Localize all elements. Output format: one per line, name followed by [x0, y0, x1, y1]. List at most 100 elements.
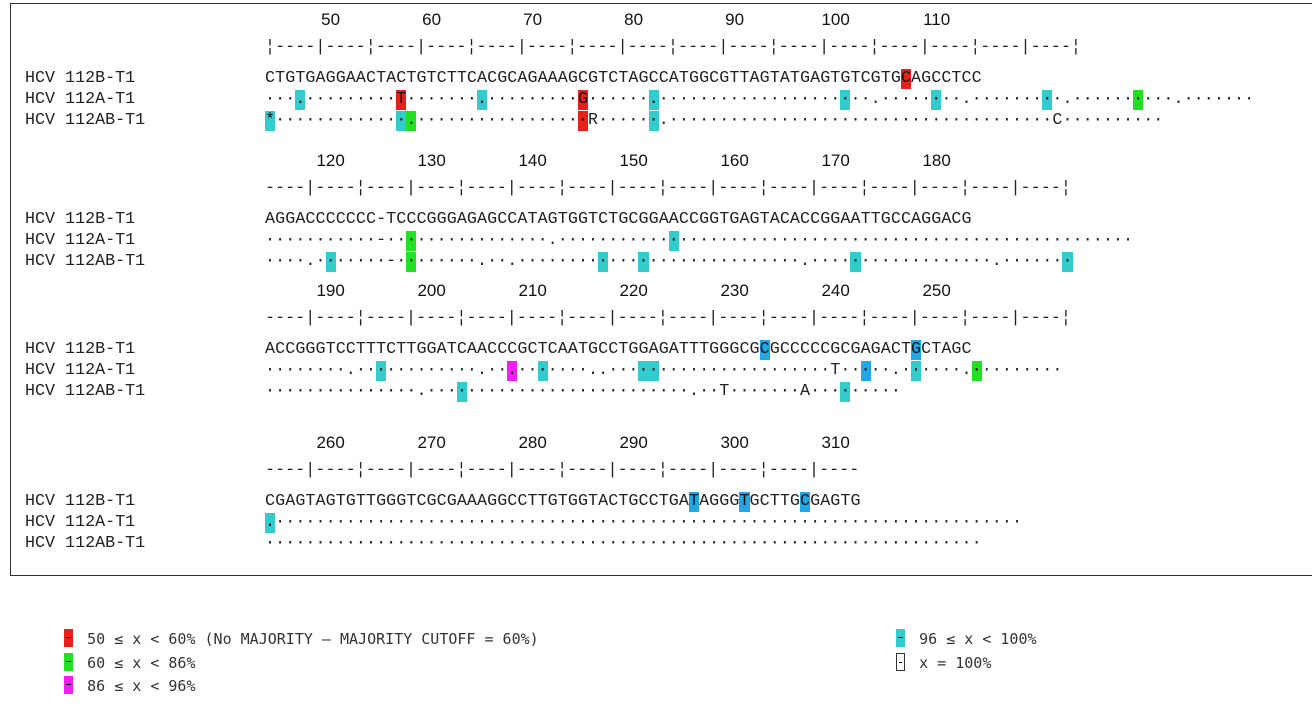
residue-cell: ·: [900, 252, 911, 271]
residue-cell: C: [365, 69, 376, 88]
residue-cell: G: [527, 69, 538, 88]
residue-cell: ·: [759, 111, 770, 130]
residue-cell: ·: [688, 534, 699, 553]
residue-cell: ·: [769, 361, 780, 380]
residue-cell: ·: [628, 231, 639, 250]
residue-cell: ·: [1001, 361, 1012, 380]
legend-label: 86 ≤ x < 96%: [87, 677, 196, 695]
residue-cell: ·: [850, 534, 861, 553]
residue-cell: G: [396, 492, 407, 511]
residue-cell: ·: [951, 111, 962, 130]
residue-cell: ·: [426, 231, 437, 250]
position-number: 260: [316, 433, 345, 452]
residue-cell: ·: [295, 382, 306, 401]
residue-cell: T: [739, 69, 750, 88]
residue-cell: ·: [1143, 111, 1154, 130]
residue-cell: ·: [608, 90, 619, 109]
position-number: 150: [619, 151, 648, 170]
residue-cell: C: [648, 492, 659, 511]
residue-cell: A: [295, 210, 306, 229]
residue-cell: ·: [295, 231, 306, 250]
residue-cell: ·: [890, 534, 901, 553]
residue-cell: .: [305, 252, 316, 271]
residue-cell: ·: [315, 382, 326, 401]
residue-cell: T: [305, 492, 316, 511]
residue-cell: G: [315, 340, 326, 359]
residue-cell: ·: [436, 231, 447, 250]
residue-cell: ·: [507, 534, 518, 553]
residue-cell: ·: [668, 90, 679, 109]
residue-cell: ·: [588, 534, 599, 553]
residue-cell: ·: [1123, 111, 1134, 130]
residue-cell: ·: [850, 252, 861, 272]
residue-cell: ·: [739, 513, 750, 532]
residue-cell: T: [537, 340, 548, 359]
residue-cell: ·: [860, 361, 871, 381]
residue-cell: C: [1052, 111, 1063, 130]
residue-cell: ·: [931, 534, 942, 553]
residue-cell: ·: [678, 513, 689, 532]
residue-cell: ·: [557, 513, 568, 532]
residue-cell: ·: [456, 382, 467, 402]
residue-cell: A: [628, 69, 639, 88]
legend-item-magenta: 86 ≤ x < 96%: [28, 656, 196, 716]
residue-cell: G: [850, 492, 861, 511]
sequence-label: HCV 112B-T1: [25, 340, 136, 359]
residue-cell: G: [648, 210, 659, 229]
residue-cell: C: [487, 340, 498, 359]
residue-cell: ·: [335, 111, 346, 130]
residue-cell: ·: [628, 252, 639, 271]
residue-cell: G: [638, 340, 649, 359]
residue-cell: ·: [658, 252, 669, 271]
residue-cell: G: [749, 210, 760, 229]
sequence-label: HCV 112AB-T1: [25, 534, 146, 553]
residue-cell: T: [769, 69, 780, 88]
residue-cell: ·: [325, 361, 336, 380]
position-number: 220: [619, 281, 648, 300]
residue-cell: ·: [1203, 90, 1214, 109]
residue-cell: ·: [285, 361, 296, 380]
residue-cell: T: [406, 340, 417, 359]
residue-cell: ·: [951, 231, 962, 250]
residue-cell: ·: [800, 534, 811, 553]
residue-cell: ·: [456, 513, 467, 532]
residue-cell: ·: [961, 231, 972, 250]
residue-cell: ·: [900, 90, 911, 109]
residue-cell: ·: [880, 231, 891, 250]
residue-cell: ·: [466, 361, 477, 380]
residue-cell: A: [315, 69, 326, 88]
residue-cell: ·: [1062, 231, 1073, 250]
residue-cell: ·: [376, 534, 387, 553]
residue-cell: G: [577, 492, 588, 511]
position-number: 210: [518, 281, 547, 300]
residue-cell: ·: [1092, 111, 1103, 130]
residue-cell: ·: [1072, 90, 1083, 109]
residue-cell: ·: [477, 231, 488, 250]
residue-cell: G: [759, 69, 770, 88]
residue-cell: ·: [426, 382, 437, 401]
residue-cell: ·: [800, 90, 811, 109]
residue-cell: G: [810, 492, 821, 511]
residue-cell: ·: [386, 361, 397, 380]
position-number: 50: [321, 10, 341, 29]
residue-cell: ·: [295, 534, 306, 553]
residue-cell: ·: [1032, 90, 1043, 109]
residue-cell: ·: [658, 382, 669, 401]
residue-cell: ·: [880, 534, 891, 553]
sequence-row: .·······································…: [265, 513, 1022, 533]
residue-cell: T: [719, 210, 730, 229]
residue-cell: ·: [386, 534, 397, 553]
residue-cell: ·: [688, 90, 699, 109]
residue-cell: ·: [285, 534, 296, 553]
residue-cell: T: [588, 492, 599, 511]
residue-cell: ·: [517, 231, 528, 250]
white-swatch-icon: [896, 653, 906, 671]
residue-cell: ·: [365, 90, 376, 109]
residue-cell: ·: [487, 111, 498, 130]
residue-cell: T: [557, 492, 568, 511]
residue-cell: G: [426, 492, 437, 511]
residue-cell: ·: [1102, 111, 1113, 130]
residue-cell: ·: [365, 361, 376, 380]
residue-cell: ·: [688, 361, 699, 380]
residue-cell: ·: [426, 361, 437, 380]
